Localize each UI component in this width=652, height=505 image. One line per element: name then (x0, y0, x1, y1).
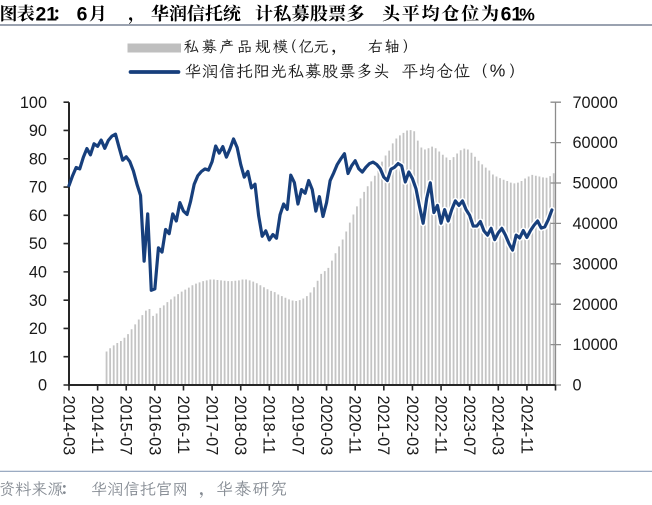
svg-text:40000: 40000 (573, 215, 618, 233)
svg-text:61: 61 (501, 4, 523, 26)
svg-text:50: 50 (29, 235, 47, 253)
svg-text:6: 6 (77, 4, 88, 26)
svg-text:60: 60 (29, 207, 47, 225)
svg-text:2019-07: 2019-07 (288, 396, 306, 456)
svg-text:2020-11: 2020-11 (346, 396, 364, 455)
svg-text:2017-07: 2017-07 (203, 396, 221, 456)
svg-text:2020-03: 2020-03 (317, 396, 335, 456)
svg-text:20000: 20000 (573, 296, 618, 314)
svg-text:20: 20 (29, 320, 47, 338)
svg-text:10: 10 (29, 348, 47, 366)
svg-text:2024-03: 2024-03 (489, 396, 507, 456)
svg-text:70: 70 (29, 179, 47, 197)
svg-text:2016-03: 2016-03 (145, 396, 163, 456)
svg-text:0: 0 (573, 377, 582, 395)
svg-text:2023-07: 2023-07 (460, 396, 478, 456)
svg-text:21: 21 (36, 4, 58, 26)
svg-text:2018-03: 2018-03 (231, 396, 249, 456)
svg-text:2022-11: 2022-11 (432, 396, 450, 455)
svg-text:30000: 30000 (573, 255, 618, 273)
svg-text:60000: 60000 (573, 134, 618, 152)
svg-text:2015-07: 2015-07 (117, 396, 135, 456)
svg-text:2022-03: 2022-03 (403, 396, 421, 456)
svg-text:2021-07: 2021-07 (374, 396, 392, 456)
svg-text:%: % (490, 60, 506, 80)
svg-text:30: 30 (29, 292, 47, 310)
svg-text:2014-11: 2014-11 (88, 396, 106, 455)
svg-text:2016-11: 2016-11 (174, 396, 192, 455)
svg-text:%: % (519, 5, 535, 25)
svg-text:70000: 70000 (573, 94, 618, 112)
svg-text:100: 100 (20, 94, 47, 112)
svg-text:40: 40 (29, 264, 47, 282)
svg-text:2024-11: 2024-11 (517, 396, 535, 455)
svg-text:2018-11: 2018-11 (260, 396, 278, 455)
svg-text:80: 80 (29, 150, 47, 168)
svg-text:50000: 50000 (573, 175, 618, 193)
svg-text:0: 0 (38, 377, 47, 395)
svg-text:10000: 10000 (573, 336, 618, 354)
svg-text:2014-03: 2014-03 (59, 396, 77, 456)
svg-text:90: 90 (29, 122, 47, 140)
